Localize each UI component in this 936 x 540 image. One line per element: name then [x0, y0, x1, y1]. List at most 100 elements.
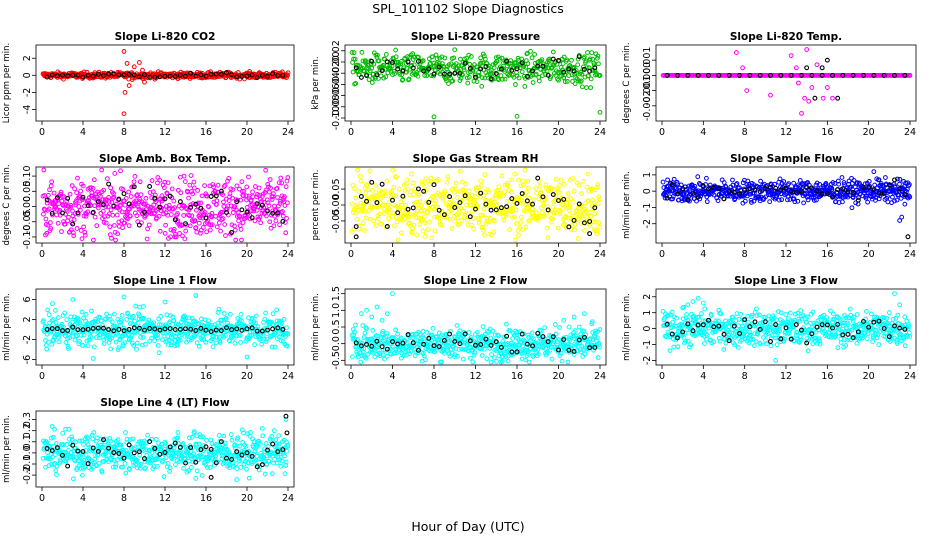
data-point — [432, 228, 438, 234]
x-tick-label: 8 — [121, 127, 127, 138]
data-point — [238, 197, 244, 203]
plot-frame — [655, 44, 917, 122]
data-point — [410, 180, 416, 186]
data-point — [81, 224, 87, 230]
data-point — [796, 80, 801, 86]
data-point — [134, 193, 139, 199]
panel-3: Slope Li-820 Temp.0 4 8 12 16 20 24-0.002-0.00… — [622, 31, 917, 138]
hourly-mean-point — [208, 194, 214, 199]
y-axis-label: percent per min. — [311, 170, 321, 241]
data-point — [504, 199, 510, 204]
data-point — [481, 206, 487, 212]
data-point — [418, 203, 424, 209]
data-point — [597, 110, 603, 115]
data-point — [142, 79, 147, 85]
data-point — [354, 216, 360, 222]
data-point — [182, 236, 188, 242]
data-point — [480, 324, 486, 330]
data-point — [460, 356, 466, 362]
data-point — [55, 315, 61, 321]
hourly-mean-point — [167, 193, 173, 199]
hourly-mean-point — [142, 72, 147, 78]
data-point — [55, 220, 61, 226]
data-point — [799, 111, 804, 116]
panel-title: Slope Li-820 CO2 — [115, 31, 216, 43]
y-tick-label: 0.000 — [642, 62, 653, 89]
hourly-mean-point — [812, 95, 818, 101]
data-point — [367, 199, 372, 205]
data-point — [239, 237, 244, 243]
data-point — [49, 179, 55, 185]
y-tick-label: 1.0 — [331, 303, 342, 318]
data-point — [565, 191, 571, 196]
data-point — [398, 61, 404, 67]
hourly-mean-point — [431, 71, 437, 77]
x-tick-label: 12 — [159, 371, 171, 382]
data-point — [595, 355, 601, 360]
data-point — [804, 47, 810, 52]
hourly-mean-point — [193, 73, 199, 79]
data-point — [178, 190, 184, 196]
data-point — [429, 235, 435, 241]
data-point — [431, 114, 437, 120]
hourly-mean-point — [384, 59, 390, 65]
hourly-mean-point — [467, 65, 473, 71]
data-point — [145, 226, 150, 232]
data-point — [410, 51, 416, 57]
data-point — [128, 194, 134, 199]
data-point — [456, 63, 462, 68]
data-point — [50, 301, 55, 306]
data-point — [421, 214, 427, 219]
data-point — [420, 182, 425, 187]
data-point — [397, 214, 403, 220]
hourly-mean-point — [504, 204, 510, 210]
hourly-mean-point — [80, 194, 86, 200]
data-point — [582, 54, 587, 60]
data-point — [352, 322, 358, 328]
x-tick-label: 20 — [863, 249, 875, 260]
x-tick-label: 0 — [39, 371, 45, 382]
data-point — [214, 224, 220, 230]
hourly-mean-point — [664, 72, 670, 78]
data-point — [74, 226, 80, 231]
data-point — [367, 73, 373, 79]
data-point — [353, 195, 359, 201]
data-point — [211, 184, 216, 190]
hourly-mean-point — [778, 72, 784, 78]
data-point — [241, 188, 247, 194]
hourly-mean-point — [768, 72, 773, 78]
data-point — [129, 77, 135, 82]
data-point — [225, 178, 230, 184]
data-point — [525, 61, 531, 67]
data-point — [108, 346, 114, 352]
data-point — [168, 234, 173, 240]
data-point — [434, 56, 440, 62]
y-tick-label: -0.06 — [331, 83, 342, 108]
data-point — [417, 222, 423, 227]
panel-title: Slope Sample Flow — [730, 153, 842, 165]
data-point — [232, 340, 238, 346]
x-tick-label: 16 — [511, 371, 523, 382]
data-point — [238, 340, 244, 345]
data-point — [377, 211, 383, 217]
data-point — [281, 316, 287, 322]
x-tick-label: 16 — [821, 249, 833, 260]
data-point — [352, 56, 358, 62]
data-point — [411, 192, 416, 197]
hourly-mean-point — [426, 66, 432, 72]
data-point — [521, 182, 526, 188]
data-point — [141, 304, 146, 309]
data-point — [383, 193, 389, 199]
data-point — [391, 223, 397, 229]
data-point — [278, 175, 284, 181]
hourly-mean-point — [234, 199, 240, 205]
data-point — [70, 297, 76, 302]
data-point — [398, 59, 404, 64]
data-point — [465, 70, 471, 75]
x-tick-label: 16 — [200, 249, 212, 260]
plot-frame — [35, 44, 295, 122]
data-point — [430, 325, 436, 331]
data-point — [529, 55, 535, 61]
hourly-mean-point — [369, 179, 375, 185]
